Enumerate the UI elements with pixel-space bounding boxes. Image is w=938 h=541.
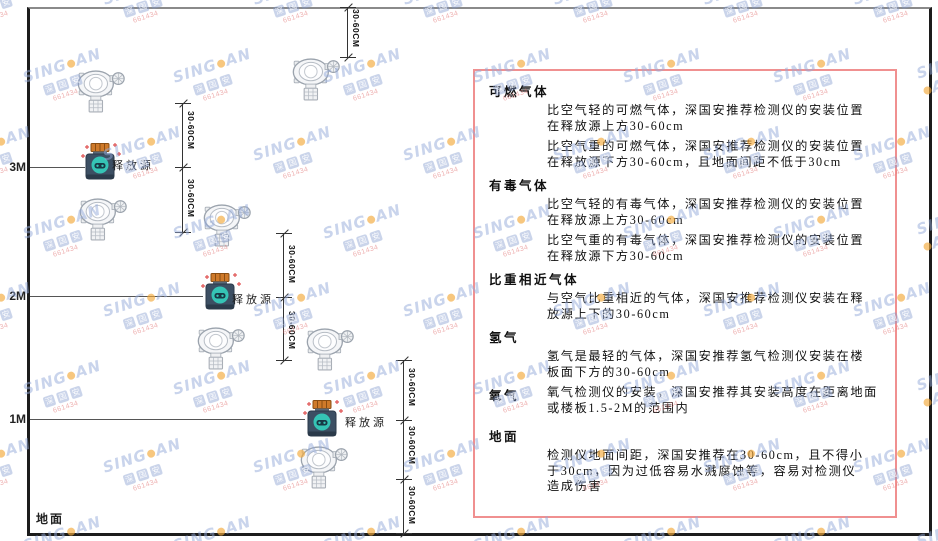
section-oxygen: 氧气 氧气检测仪的安装，深国安推荐其安装高度在距离地面或楼板1.5-2M的范围内 [489,385,881,421]
gas-detector-icon [77,70,125,113]
section-paragraph: 比空气轻的可燃气体，深国安推荐检测仪的安装位置在释放源上方30-60cm [547,103,865,133]
section-paragraph: 氧气检测仪的安装，深国安推荐其安装高度在距离地面或楼板1.5-2M的范围内 [547,385,878,415]
release-source-icon [303,400,343,437]
gas-detector-icon [203,204,251,247]
detector-above-2m-source [201,202,251,249]
section-flammable-gas: 可燃气体 比空气轻的可燃气体，深国安推荐检测仪的安装位置在释放源上方30-60c… [489,81,881,170]
detector-above-1m-source [304,326,354,373]
room-frame [27,7,932,536]
detector-below-3m-source [77,196,127,243]
dimension-label: 30-60CM [407,426,417,465]
release-source-1m [299,399,345,439]
dimension-label: 30-60CM [351,9,361,48]
detector-below-1m-source [298,444,348,491]
gas-detector-icon [300,446,348,489]
dimension-line-3m-group: 30-60CM 30-60CM [175,99,196,237]
section-hydrogen: 氢气 氢气是最轻的气体，深国安推荐氢气检测仪安装在楼板面下方的30-60cm [489,327,881,380]
section-paragraph: 比空气重的可燃气体，深国安推荐检测仪的安装位置在释放源下方30-60cm，且地面… [547,139,865,169]
leader-line-2m [30,296,203,297]
guideline-panel: 可燃气体 比空气轻的可燃气体，深国安推荐检测仪的安装位置在释放源上方30-60c… [473,69,897,518]
section-heading: 比重相近气体 [489,273,580,287]
gas-detector-icon [79,198,127,241]
release-source-label: 释放源 [345,417,387,429]
section-toxic-gas: 有毒气体 比空气轻的有毒气体，深国安推荐检测仪的安装位置在释放源上方30-60c… [489,175,881,264]
section-heading: 地面 [489,430,520,444]
height-label-3m: 3M [9,160,26,174]
section-ground: 地面 检测仪地面间距，深国安推荐在30-60cm，且不得小于30cm，因为过低容… [489,426,881,495]
gas-detector-icon [306,328,354,371]
gas-detector-icon [197,327,245,370]
dimension-label: 30-60CM [287,245,297,284]
release-source-icon [81,143,121,180]
section-paragraph: 检测仪地面间距，深国安推荐在30-60cm，且不得小于30cm，因为过低容易水溅… [547,448,864,493]
release-source-label: 释放源 [232,294,274,306]
detector-below-2m-source [195,325,245,372]
dimension-label: 30-60CM [186,111,196,150]
leader-line-3m [30,167,85,168]
dimension-label: 30-60CM [407,486,417,525]
section-heading: 有毒气体 [489,179,550,193]
release-source-3m [77,142,123,182]
height-label-1m: 1M [9,412,26,426]
dimension-label: 30-60CM [186,179,196,218]
section-heading: 氢气 [489,331,520,345]
section-paragraph: 与空气比重相近的气体，深国安推荐检测仪安装在释放源上下的30-60cm [547,291,865,321]
dimension-label: 30-60CM [407,368,417,407]
section-heading: 氧气 [489,389,520,403]
dimension-label: 30-60CM [287,311,297,350]
section-similar-density-gas: 比重相近气体 与空气比重相近的气体，深国安推荐检测仪安装在释放源上下的30-60… [489,269,881,322]
height-label-2m: 2M [9,289,26,303]
dimension-line-1m-group: 30-60CM 30-60CM 30-60CM [396,356,417,538]
gas-detector-icon [292,58,340,101]
detector-above-3m-source [75,68,125,115]
release-source-label: 释放源 [112,160,154,172]
leader-line-1m [30,419,305,420]
ground-label: 地面 [36,512,65,526]
section-paragraph: 氢气是最轻的气体，深国安推荐氢气检测仪安装在楼板面下方的30-60cm [547,349,865,379]
section-heading: 可燃气体 [489,85,550,99]
release-source-icon [201,273,241,310]
dimension-line-2m-group: 30-60CM 30-60CM [276,229,297,365]
release-source-2m [197,272,243,312]
section-paragraph: 比空气轻的有毒气体，深国安推荐检测仪的安装位置在释放源上方30-60cm [547,197,865,227]
dimension-line-ceiling: 30-60CM [340,3,361,62]
detector-ceiling [290,56,340,103]
section-paragraph: 比空气重的有毒气体，深国安推荐检测仪的安装位置在释放源下方30-60cm [547,233,865,263]
